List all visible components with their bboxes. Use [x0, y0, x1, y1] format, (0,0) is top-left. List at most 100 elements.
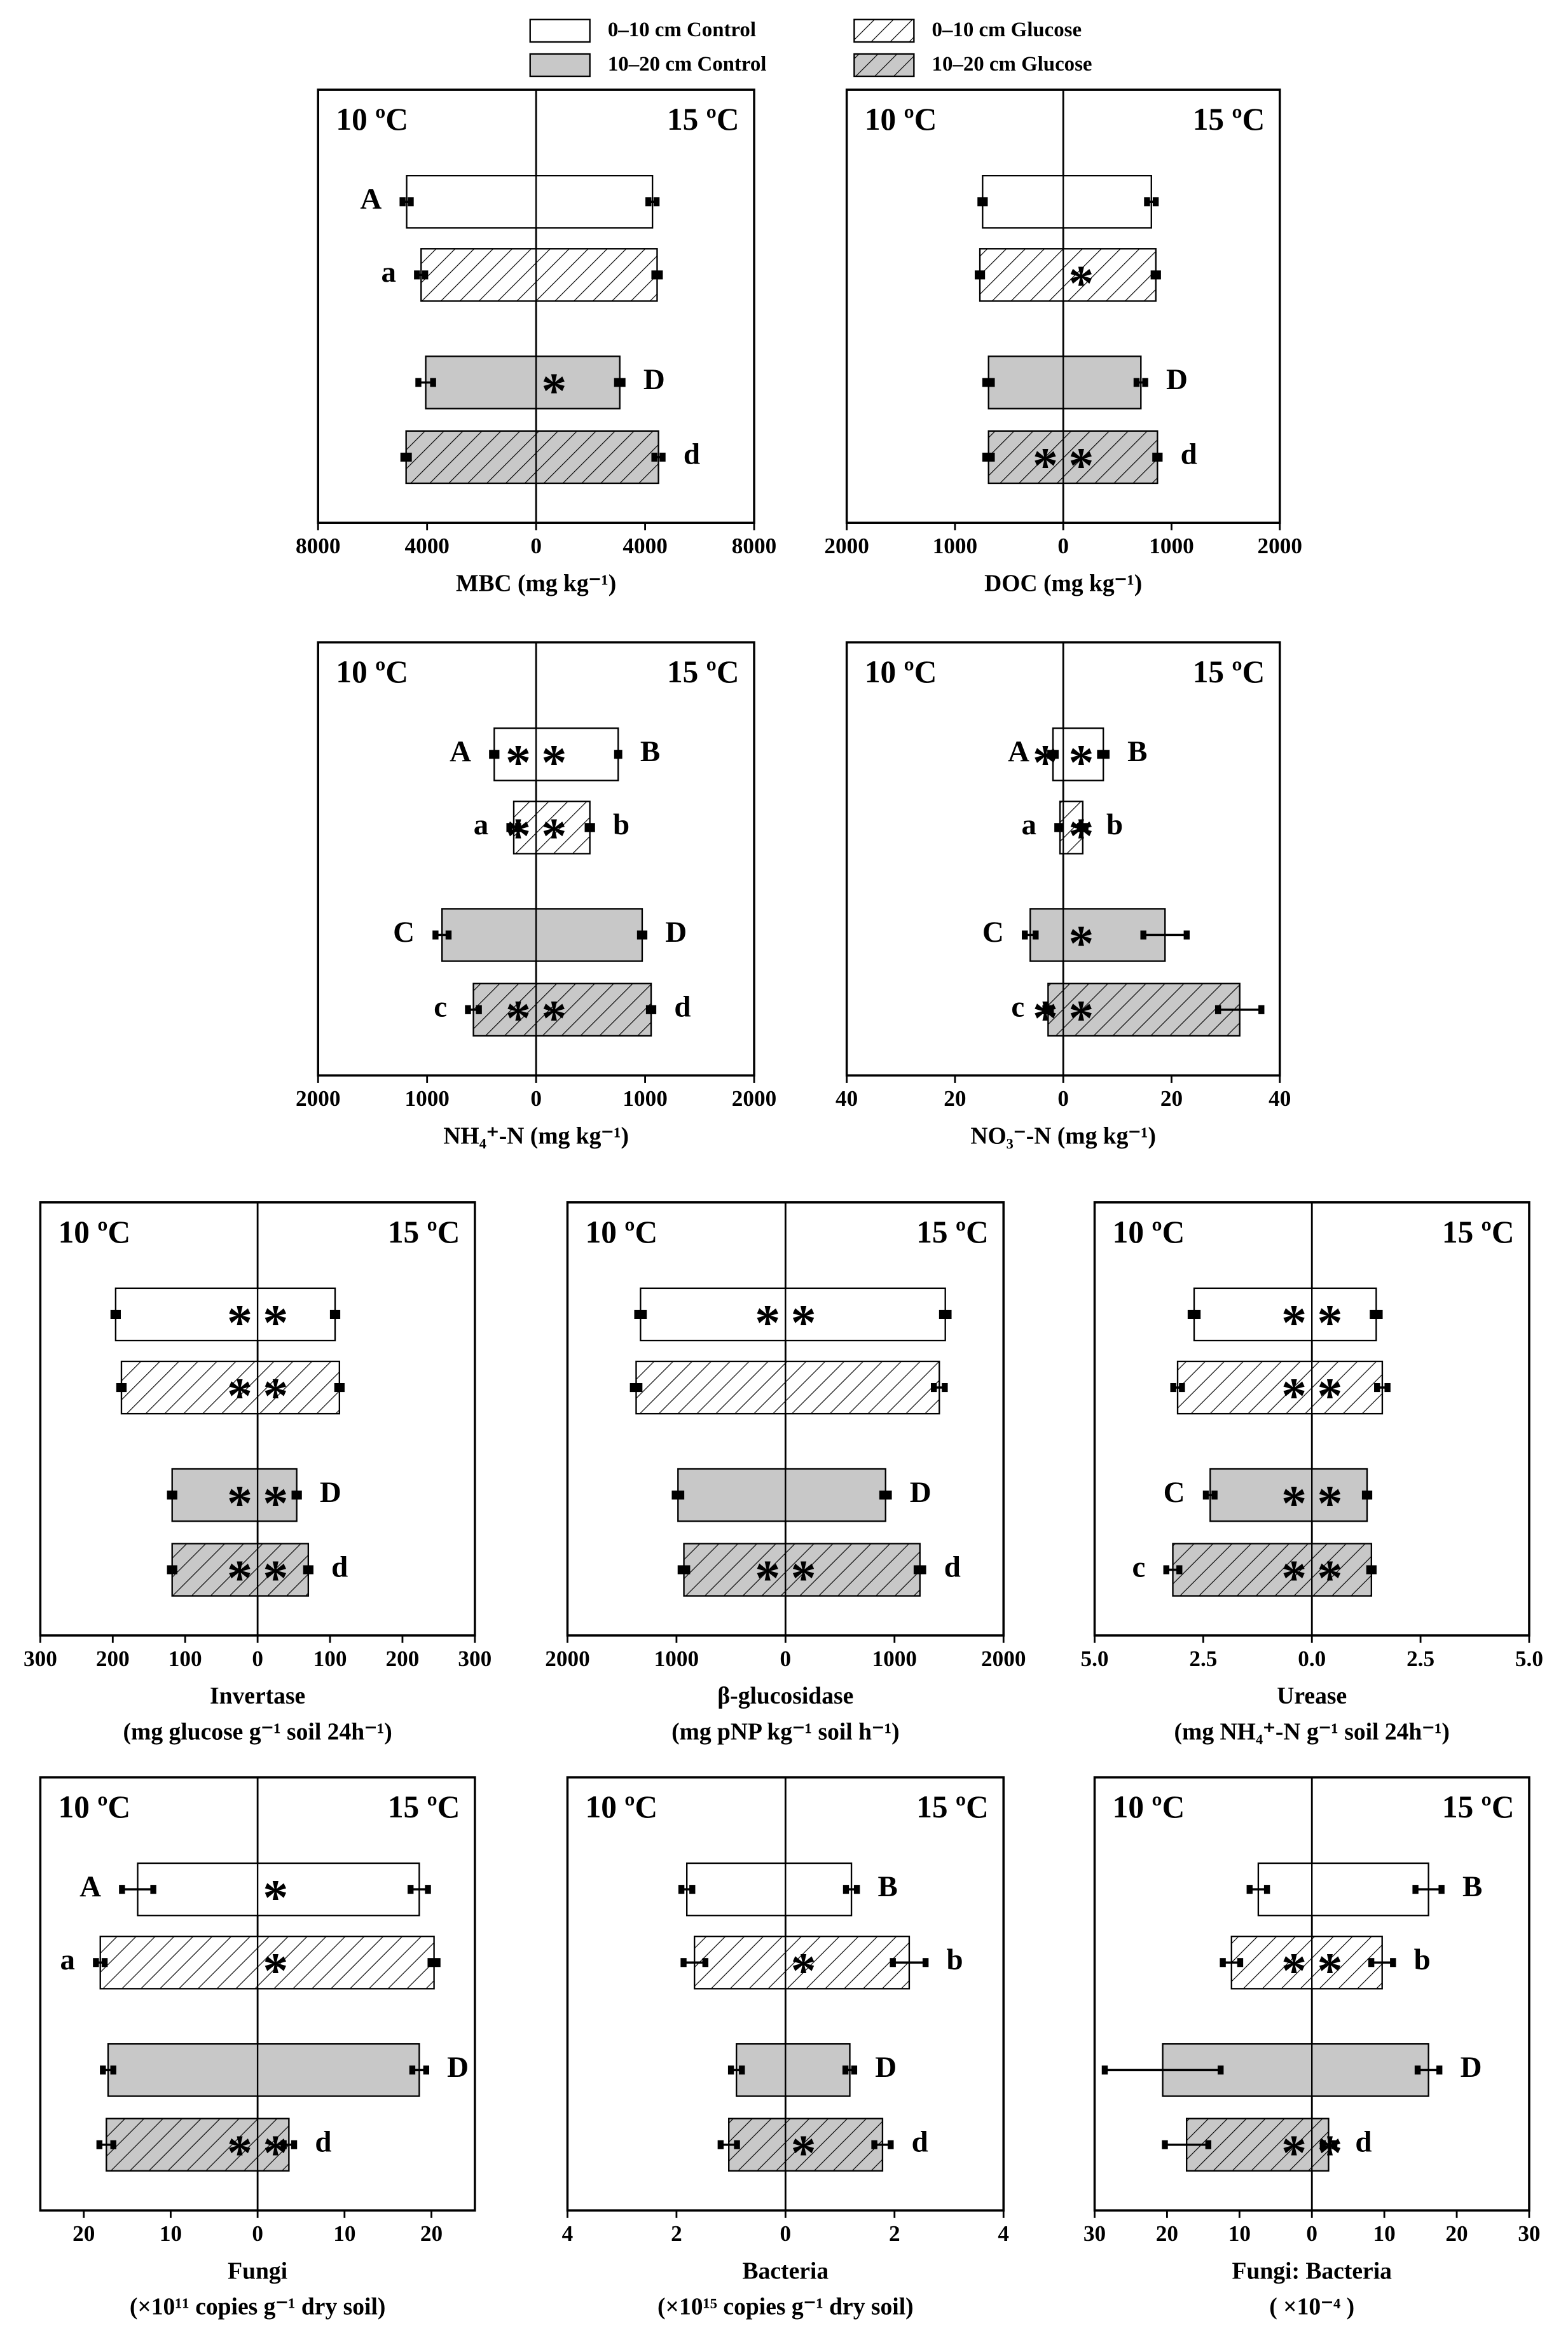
error-cap [851, 2065, 858, 2075]
asterisk: * [1317, 1295, 1342, 1351]
bar [1063, 430, 1159, 485]
asterisk: * [1317, 1368, 1342, 1424]
bar [1063, 982, 1241, 1037]
error-cap [445, 930, 452, 940]
error-cap [974, 270, 981, 280]
x-tick-label: 0 [780, 1646, 792, 1671]
error-cap [653, 197, 660, 207]
significance-letter: A [79, 1870, 101, 1903]
bar [256, 1360, 341, 1415]
error-cap [1054, 823, 1061, 832]
significance-letter: A [360, 183, 382, 216]
error-cap [1152, 197, 1159, 207]
bar [1063, 355, 1142, 410]
bar [107, 2043, 259, 2097]
error-cap [167, 1565, 173, 1574]
x-tick-label: 2.5 [1189, 1646, 1217, 1671]
right-title: 15 ºC [1442, 1789, 1515, 1824]
significance-letter: C [393, 916, 415, 949]
left-title: 10 ºC [586, 1215, 658, 1250]
significance-letter: D [643, 363, 665, 396]
right-title: 15 ºC [916, 1215, 989, 1250]
error-cap [120, 1382, 127, 1393]
error-cap [171, 1565, 177, 1574]
error-cap [414, 270, 420, 280]
x-tick-label: 2 [671, 2221, 682, 2246]
significance-letter: d [315, 2126, 331, 2159]
error-cap [489, 750, 495, 759]
significance-letter: c [1011, 991, 1024, 1024]
x-tick-label: 40 [836, 1086, 858, 1111]
error-cap [291, 2140, 298, 2149]
left-title: 10 ºC [336, 102, 408, 137]
bar [785, 1935, 911, 1990]
error-cap [338, 1382, 345, 1393]
x-tick-label: 200 [386, 1646, 420, 1671]
error-cap [334, 1382, 341, 1393]
x-axis-label: NH₄⁺-N (mg kg⁻¹) [443, 1123, 629, 1149]
x-axis-unit: (mg glucose g⁻¹ soil 24h⁻¹) [123, 1719, 392, 1746]
x-axis-label: NO₃⁻-N (mg kg⁻¹) [970, 1123, 1156, 1149]
asterisk: * [1281, 1476, 1307, 1532]
bar [686, 1862, 787, 1917]
error-cap [1142, 378, 1148, 387]
error-cap [1412, 1885, 1419, 1894]
error-cap [842, 1885, 849, 1894]
asterisk: * [227, 2125, 252, 2181]
x-tick-label: 2000 [981, 1646, 1026, 1671]
error-cap [641, 930, 648, 940]
error-cap [291, 1491, 298, 1500]
error-cap [1042, 1005, 1049, 1014]
x-tick-label: 1000 [622, 1086, 667, 1111]
error-cap [1076, 823, 1083, 832]
error-cap [651, 270, 657, 280]
x-tick-label: 2 [889, 2221, 900, 2246]
error-cap [640, 1309, 647, 1319]
bar [425, 355, 537, 410]
right-title: 15 ºC [667, 102, 739, 137]
x-axis-unit: (mg pNP kg⁻¹ soil h⁻¹) [671, 1719, 900, 1746]
error-cap [584, 823, 591, 832]
bar [1063, 248, 1157, 302]
asterisk: * [1281, 1295, 1307, 1351]
significance-letter: D [875, 2051, 897, 2084]
error-cap [1194, 1309, 1201, 1319]
x-tick-label: 2000 [824, 534, 869, 558]
asterisk: * [263, 1368, 288, 1424]
legend-swatch [853, 18, 915, 43]
error-cap [977, 197, 984, 207]
legend-label: 10–20 cm Glucose [932, 53, 1092, 76]
x-tick-label: 5.0 [1515, 1646, 1543, 1671]
right-title: 15 ºC [1193, 654, 1265, 689]
error-cap [515, 823, 521, 832]
asterisk: * [263, 1476, 288, 1532]
significance-letter: B [878, 1870, 898, 1903]
asterisk: * [1068, 437, 1094, 493]
x-tick-label: 2000 [732, 1086, 776, 1111]
bar [785, 1287, 946, 1342]
x-tick-label: 2000 [296, 1086, 340, 1111]
significance-letter: A [450, 735, 471, 768]
error-cap [427, 1958, 434, 1967]
left-title: 10 ºC [58, 1215, 131, 1250]
error-cap [1157, 452, 1163, 462]
significance-letter: D [447, 2051, 469, 2084]
x-tick-label: 300 [24, 1646, 57, 1671]
x-tick-label: 2.5 [1406, 1646, 1434, 1671]
significance-letter: C [982, 916, 1004, 949]
error-cap [616, 750, 622, 759]
error-cap [307, 1565, 313, 1574]
bar [635, 1360, 787, 1415]
error-cap [1258, 1005, 1265, 1014]
error-cap [1374, 1382, 1380, 1393]
error-cap [871, 2140, 877, 2149]
error-cap [727, 2065, 734, 2075]
error-cap [1202, 1491, 1209, 1500]
asterisk: * [791, 1550, 816, 1606]
error-cap [1366, 1565, 1373, 1574]
error-cap [114, 1309, 121, 1319]
x-tick-label: 10 [1228, 2221, 1251, 2246]
legend-swatch [529, 18, 591, 43]
error-cap [1155, 270, 1161, 280]
error-cap [942, 1382, 948, 1393]
